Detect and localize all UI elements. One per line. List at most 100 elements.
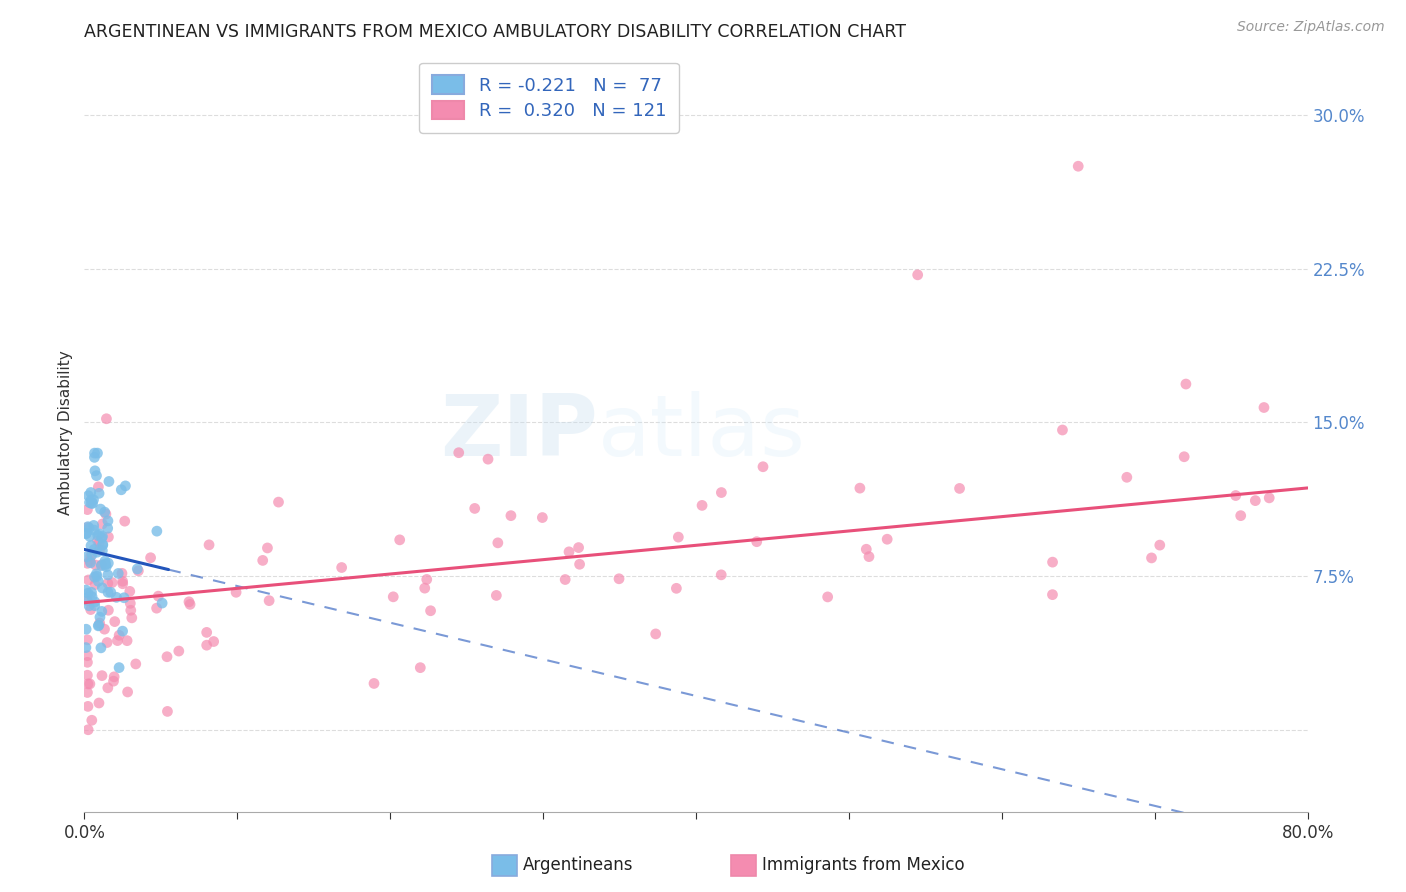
Point bbox=[148, 589, 170, 603]
Point bbox=[97, 530, 120, 544]
Point bbox=[114, 479, 136, 493]
Text: atlas: atlas bbox=[598, 391, 806, 475]
Point bbox=[86, 545, 108, 559]
Point bbox=[93, 505, 115, 519]
Point bbox=[710, 485, 733, 500]
Point bbox=[80, 548, 103, 562]
Point bbox=[76, 685, 98, 699]
Point bbox=[87, 696, 110, 710]
Point bbox=[76, 549, 98, 564]
Point bbox=[139, 550, 162, 565]
Point bbox=[858, 549, 880, 564]
Point bbox=[94, 507, 117, 521]
Point bbox=[89, 610, 111, 624]
Point bbox=[76, 668, 98, 682]
Point bbox=[97, 603, 120, 617]
Point bbox=[79, 495, 101, 509]
Point bbox=[76, 520, 98, 534]
Point bbox=[1173, 450, 1195, 464]
Point bbox=[96, 559, 118, 574]
Point bbox=[94, 558, 117, 572]
Point bbox=[77, 723, 100, 737]
Point bbox=[115, 633, 138, 648]
Point bbox=[120, 603, 142, 617]
Point bbox=[90, 502, 112, 516]
Point bbox=[101, 575, 124, 590]
Y-axis label: Ambulatory Disability: Ambulatory Disability bbox=[58, 351, 73, 515]
Point bbox=[485, 589, 508, 603]
Point bbox=[103, 674, 125, 689]
Point bbox=[499, 508, 522, 523]
Point bbox=[87, 480, 110, 494]
Point bbox=[77, 599, 100, 613]
Point bbox=[477, 452, 499, 467]
Point bbox=[225, 585, 247, 599]
Legend: R = -0.221   N =  77, R =  0.320   N = 121: R = -0.221 N = 77, R = 0.320 N = 121 bbox=[419, 62, 679, 133]
Point bbox=[419, 604, 441, 618]
Point bbox=[96, 635, 118, 649]
Point bbox=[447, 446, 470, 460]
Point bbox=[1225, 489, 1247, 503]
Point bbox=[1149, 538, 1171, 552]
Point bbox=[80, 492, 103, 507]
Point bbox=[97, 521, 120, 535]
Point bbox=[558, 545, 581, 559]
Text: ZIP: ZIP bbox=[440, 391, 598, 475]
Point bbox=[94, 554, 117, 568]
Point bbox=[86, 533, 108, 548]
Point bbox=[111, 624, 134, 639]
Point bbox=[83, 599, 105, 613]
Point bbox=[91, 516, 114, 531]
Point bbox=[256, 541, 278, 555]
Point bbox=[111, 574, 134, 589]
Point bbox=[179, 598, 201, 612]
Point bbox=[948, 482, 970, 496]
Point bbox=[76, 632, 98, 647]
Point bbox=[1140, 550, 1163, 565]
Point bbox=[409, 660, 432, 674]
Point bbox=[75, 526, 97, 541]
Point bbox=[118, 584, 141, 599]
Point bbox=[104, 615, 127, 629]
Point bbox=[1258, 491, 1281, 505]
Point bbox=[77, 573, 100, 587]
Point bbox=[84, 558, 107, 573]
Point bbox=[87, 528, 110, 542]
Point bbox=[1052, 423, 1074, 437]
Point bbox=[87, 619, 110, 633]
Point bbox=[97, 475, 120, 489]
Point bbox=[710, 567, 733, 582]
Point bbox=[91, 581, 114, 595]
Point bbox=[121, 611, 143, 625]
Point bbox=[87, 618, 110, 632]
Point bbox=[156, 705, 179, 719]
Text: Source: ZipAtlas.com: Source: ZipAtlas.com bbox=[1237, 20, 1385, 34]
Point bbox=[644, 627, 666, 641]
Point bbox=[202, 634, 225, 648]
Point bbox=[127, 562, 149, 576]
Point bbox=[77, 586, 100, 600]
Point bbox=[97, 514, 120, 528]
Point bbox=[77, 489, 100, 503]
Point bbox=[97, 556, 120, 570]
Point bbox=[76, 591, 98, 606]
Point bbox=[75, 640, 97, 655]
Point bbox=[105, 591, 128, 605]
Point bbox=[77, 677, 100, 691]
Point bbox=[817, 590, 839, 604]
Point bbox=[198, 538, 221, 552]
Point bbox=[75, 622, 97, 636]
Point bbox=[97, 568, 120, 582]
Point bbox=[107, 566, 129, 581]
Point bbox=[363, 676, 385, 690]
Point bbox=[100, 585, 122, 599]
Point bbox=[83, 523, 105, 537]
Point bbox=[120, 596, 142, 610]
Point bbox=[87, 574, 110, 589]
Point bbox=[90, 640, 112, 655]
Point bbox=[112, 591, 135, 605]
Point bbox=[382, 590, 405, 604]
Point bbox=[86, 446, 108, 460]
Point bbox=[94, 557, 117, 571]
Point bbox=[568, 558, 591, 572]
